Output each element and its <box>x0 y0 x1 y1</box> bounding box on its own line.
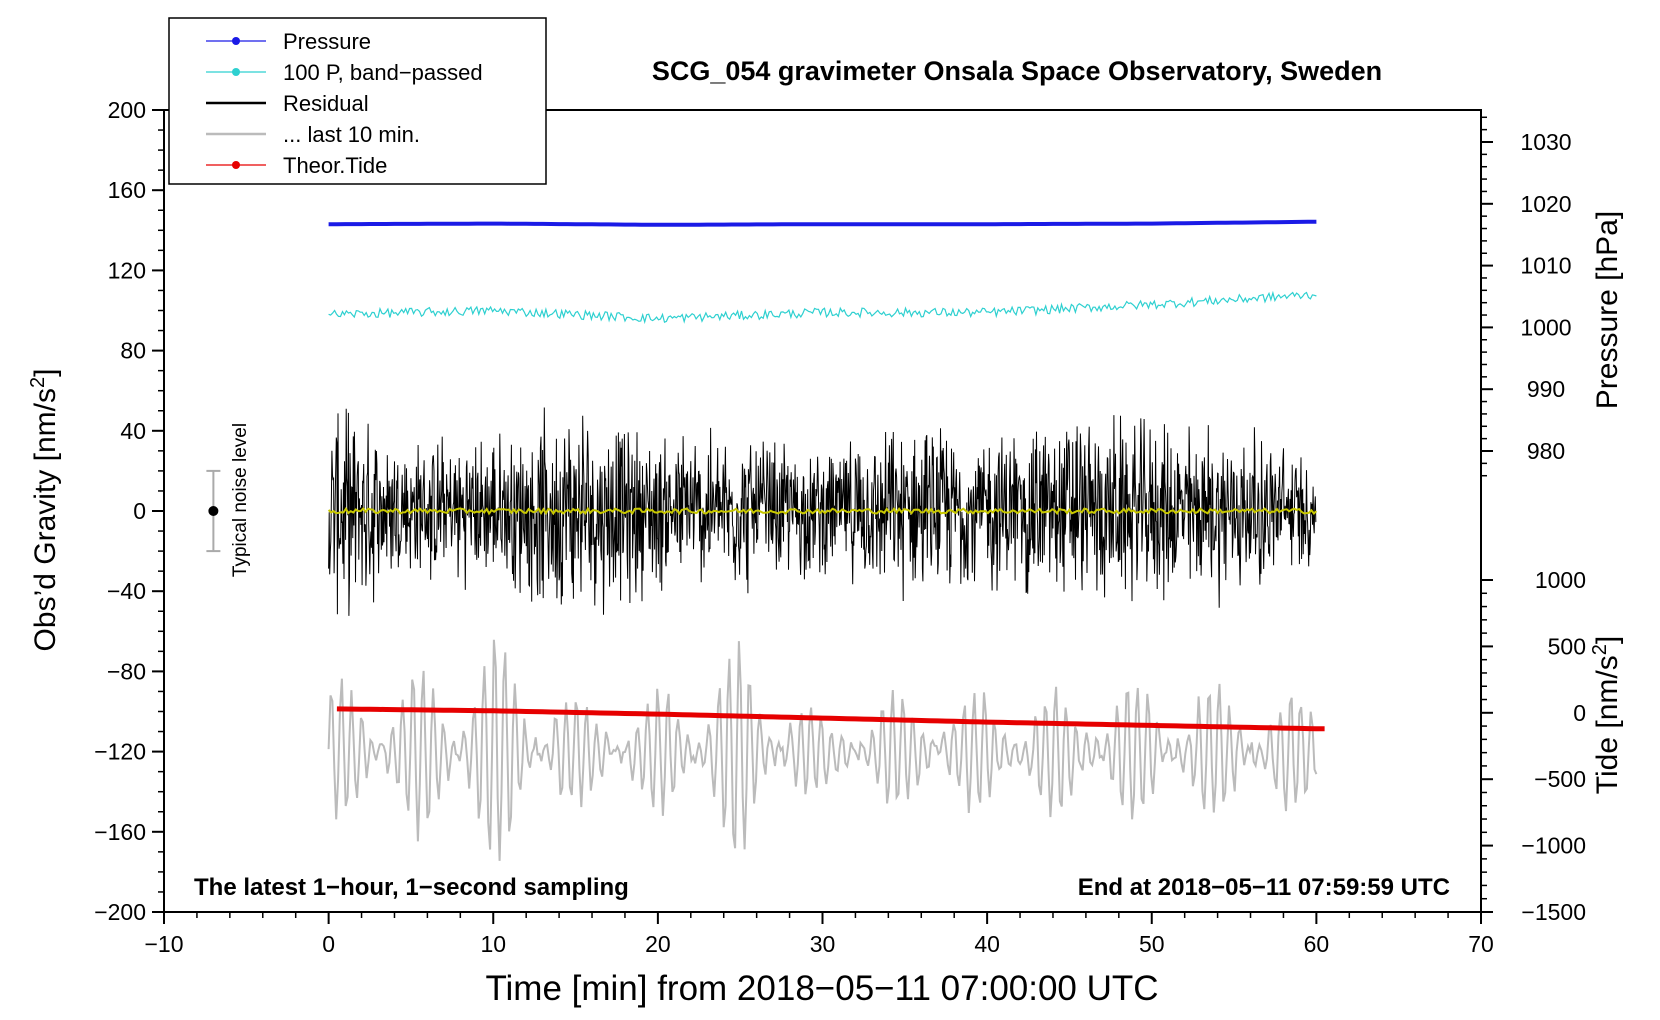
chart-title: SCG_054 gravimeter Onsala Space Observat… <box>652 56 1382 86</box>
y-axis-label-close: ] <box>29 369 62 377</box>
pressure-axis-label: Pressure [hPa] <box>1591 211 1624 409</box>
y-axis-label-main: Obs’d Gravity [nm/s <box>29 388 62 651</box>
tide-tick-label: 500 <box>1548 633 1586 659</box>
x-tick-label: 30 <box>810 931 836 957</box>
tide-tick-label: −500 <box>1534 766 1586 792</box>
x-tick-label: 70 <box>1468 931 1494 957</box>
tide-axis-label-close: ] <box>1591 636 1624 644</box>
legend-label: 100 P, band−passed <box>283 60 483 85</box>
noise-level-indicator: Typical noise level <box>206 423 251 577</box>
x-axis-label: Time [min] from 2018−05−11 07:00:00 UTC <box>485 969 1158 1008</box>
legend-swatch-marker <box>232 37 240 45</box>
y-tick-label: −80 <box>107 658 146 684</box>
y-tick-label: 40 <box>120 418 146 444</box>
note-left: The latest 1−hour, 1−second sampling <box>194 874 629 901</box>
legend-swatch-marker <box>232 161 240 169</box>
x-axis-ticks: −10 0 10 20 30 40 50 60 70 <box>144 912 1494 957</box>
y-tick-label: 120 <box>108 257 146 283</box>
x-tick-label: 50 <box>1139 931 1165 957</box>
x-tick-label: 60 <box>1304 931 1330 957</box>
legend-label: Theor.Tide <box>283 153 387 178</box>
pressure-tick-label: 1000 <box>1520 314 1571 340</box>
pressure-tick-label: 1010 <box>1520 253 1571 279</box>
legend-label: Residual <box>283 91 369 116</box>
legend: Pressure 100 P, band−passed Residual ... la… <box>168 17 547 185</box>
y-axis-ticks: 200 160 120 80 40 0 −40 −80 −120 −160 −200 <box>94 97 164 925</box>
tide-tick-label: −1500 <box>1521 899 1586 925</box>
tide-axis-label-sup: 2 <box>1589 644 1611 655</box>
y-tick-label: 160 <box>108 177 146 203</box>
y-tick-label: −160 <box>94 819 146 845</box>
y-tick-label: −40 <box>107 578 146 604</box>
tide-tick-label: 0 <box>1573 700 1586 726</box>
pressure-axis-ticks: 1030 1020 1010 1000 990 980 <box>1481 116 1572 477</box>
y-tick-label: −200 <box>94 899 146 925</box>
y-tick-label: 0 <box>133 498 146 524</box>
x-tick-label: −10 <box>144 931 183 957</box>
x-tick-label: 10 <box>480 931 506 957</box>
tide-axis-label: Tide [nm/s2] <box>1589 636 1624 794</box>
pressure-tick-label: 1020 <box>1520 191 1571 217</box>
x-tick-label: 40 <box>974 931 1000 957</box>
series-pressure <box>328 219 1317 227</box>
series-residual <box>328 407 1317 616</box>
y-tick-label: −120 <box>94 739 146 765</box>
note-right: End at 2018−05−11 07:59:59 UTC <box>1078 874 1450 901</box>
series-100p-band-passed <box>328 290 1317 325</box>
pressure-tick-label: 990 <box>1527 376 1565 402</box>
series-residual-smoothed <box>327 506 1318 516</box>
series-last-10-min <box>327 639 1318 861</box>
pressure-tick-label: 1030 <box>1520 129 1571 155</box>
series-theor-tide <box>336 706 1325 732</box>
tide-axis-ticks: 1000 500 0 −500 −1000 −1500 <box>1481 567 1586 925</box>
y-axis-label: Obs’d Gravity [nm/s2] <box>27 369 62 652</box>
y-axis-label-sup: 2 <box>27 377 49 388</box>
y-tick-label: 200 <box>108 97 146 123</box>
x-tick-label: 0 <box>322 931 335 957</box>
tide-tick-label: −1000 <box>1521 833 1586 859</box>
legend-box <box>168 17 547 185</box>
legend-swatch-marker <box>232 68 240 76</box>
tide-tick-label: 1000 <box>1535 567 1586 593</box>
noise-level-dot <box>208 506 219 516</box>
legend-label: Pressure <box>283 29 371 54</box>
legend-label: ... last 10 min. <box>283 122 420 147</box>
y-tick-label: 80 <box>120 338 146 364</box>
x-tick-label: 20 <box>645 931 671 957</box>
tide-axis-label-main: Tide [nm/s <box>1591 655 1624 794</box>
series-layer <box>327 219 1325 861</box>
noise-level-label: Typical noise level <box>230 423 251 577</box>
pressure-tick-label: 980 <box>1527 438 1565 464</box>
